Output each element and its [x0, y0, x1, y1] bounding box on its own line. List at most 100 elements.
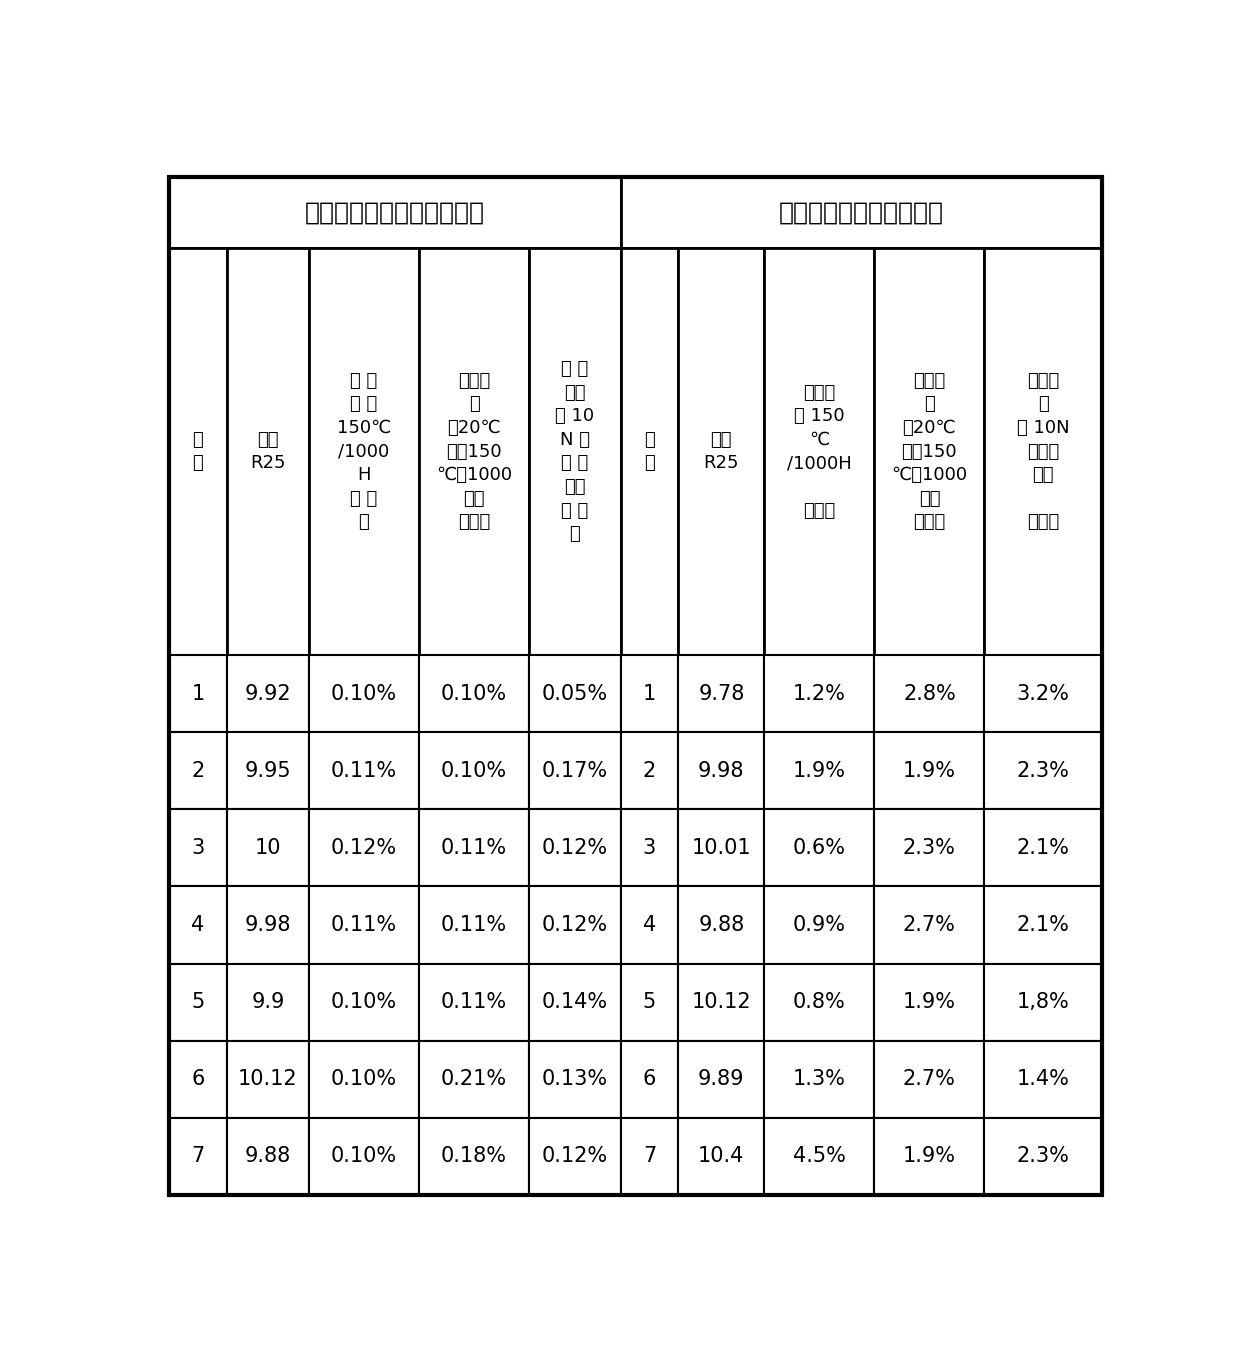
Bar: [620, 249, 678, 656]
Bar: [309, 1118, 419, 1195]
Text: 0.10%: 0.10%: [331, 1069, 397, 1089]
Text: 0.10%: 0.10%: [441, 684, 507, 703]
Bar: [227, 809, 309, 887]
Bar: [764, 732, 874, 809]
Text: 0.17%: 0.17%: [542, 760, 608, 781]
Text: 3: 3: [642, 838, 656, 858]
Text: 0.05%: 0.05%: [542, 684, 608, 703]
Bar: [620, 1040, 678, 1118]
Text: 1.9%: 1.9%: [792, 760, 846, 781]
Text: 9.9: 9.9: [252, 993, 284, 1012]
Text: 10.12: 10.12: [238, 1069, 298, 1089]
Bar: [227, 1040, 309, 1118]
Bar: [764, 809, 874, 887]
Bar: [764, 249, 874, 656]
Bar: [874, 732, 985, 809]
Bar: [874, 1040, 985, 1118]
Bar: [309, 809, 419, 887]
Text: 精度
R25: 精度 R25: [703, 430, 739, 473]
Text: 0.18%: 0.18%: [441, 1146, 507, 1167]
Text: 0.11%: 0.11%: [441, 838, 507, 858]
Text: 2.7%: 2.7%: [903, 1069, 956, 1089]
Bar: [529, 964, 620, 1040]
Bar: [529, 249, 620, 656]
Text: 7: 7: [191, 1146, 205, 1167]
Bar: [985, 732, 1102, 809]
Text: 4: 4: [191, 915, 205, 936]
Bar: [678, 887, 764, 964]
Bar: [169, 1118, 227, 1195]
Text: 2: 2: [191, 760, 205, 781]
Text: 2.8%: 2.8%: [903, 684, 956, 703]
Bar: [227, 732, 309, 809]
Bar: [678, 732, 764, 809]
Text: 9.95: 9.95: [244, 760, 291, 781]
Text: 高温老
化 150
℃
/1000H

变化率: 高温老 化 150 ℃ /1000H 变化率: [787, 384, 852, 520]
Text: 2.1%: 2.1%: [1017, 838, 1070, 858]
Bar: [227, 964, 309, 1040]
Text: 0.12%: 0.12%: [542, 838, 608, 858]
Bar: [874, 887, 985, 964]
Text: 本发明制作方法所得的芯片: 本发明制作方法所得的芯片: [305, 201, 485, 224]
Text: 6: 6: [642, 1069, 656, 1089]
Text: 0.9%: 0.9%: [792, 915, 846, 936]
Text: 冷热冲
击
－20℃
～＋150
℃，1000
循环
变化率: 冷热冲 击 －20℃ ～＋150 ℃，1000 循环 变化率: [436, 372, 512, 531]
Text: 10.12: 10.12: [692, 993, 751, 1012]
Text: 1.2%: 1.2%: [792, 684, 846, 703]
Bar: [227, 249, 309, 656]
Bar: [169, 249, 227, 656]
Text: 2.7%: 2.7%: [903, 915, 956, 936]
Bar: [419, 964, 529, 1040]
Text: 0.10%: 0.10%: [331, 684, 397, 703]
Bar: [529, 887, 620, 964]
Bar: [678, 964, 764, 1040]
Bar: [678, 1118, 764, 1195]
Bar: [169, 656, 227, 732]
Bar: [419, 809, 529, 887]
Text: 3: 3: [191, 838, 205, 858]
Bar: [309, 656, 419, 732]
Bar: [874, 809, 985, 887]
Bar: [529, 656, 620, 732]
Bar: [529, 1040, 620, 1118]
Text: 1.9%: 1.9%: [903, 993, 956, 1012]
Text: 0.6%: 0.6%: [792, 838, 846, 858]
Bar: [169, 964, 227, 1040]
Bar: [985, 1040, 1102, 1118]
Bar: [309, 732, 419, 809]
Bar: [169, 177, 620, 249]
Bar: [678, 656, 764, 732]
Text: 9.89: 9.89: [698, 1069, 744, 1089]
Text: 3.2%: 3.2%: [1017, 684, 1070, 703]
Text: 2.1%: 2.1%: [1017, 915, 1070, 936]
Text: 7: 7: [642, 1146, 656, 1167]
Text: 0.12%: 0.12%: [331, 838, 397, 858]
Bar: [169, 732, 227, 809]
Bar: [227, 1118, 309, 1195]
Bar: [985, 809, 1102, 887]
Text: 精度
R25: 精度 R25: [250, 430, 285, 473]
Text: 0.10%: 0.10%: [331, 993, 397, 1012]
Text: 1.4%: 1.4%: [1017, 1069, 1070, 1089]
Bar: [169, 1040, 227, 1118]
Text: 1,8%: 1,8%: [1017, 993, 1070, 1012]
Text: 10.4: 10.4: [698, 1146, 744, 1167]
Text: 1: 1: [191, 684, 205, 703]
Text: 10.01: 10.01: [692, 838, 751, 858]
Bar: [764, 1040, 874, 1118]
Text: 0.12%: 0.12%: [542, 1146, 608, 1167]
Bar: [985, 964, 1102, 1040]
Text: 1.3%: 1.3%: [792, 1069, 846, 1089]
Bar: [309, 887, 419, 964]
Bar: [985, 1118, 1102, 1195]
Bar: [529, 809, 620, 887]
Text: 6: 6: [191, 1069, 205, 1089]
Bar: [227, 887, 309, 964]
Bar: [620, 964, 678, 1040]
Bar: [309, 1040, 419, 1118]
Bar: [620, 809, 678, 887]
Text: 2.3%: 2.3%: [1017, 1146, 1070, 1167]
Text: 9.88: 9.88: [698, 915, 744, 936]
Bar: [764, 1118, 874, 1195]
Bar: [874, 656, 985, 732]
